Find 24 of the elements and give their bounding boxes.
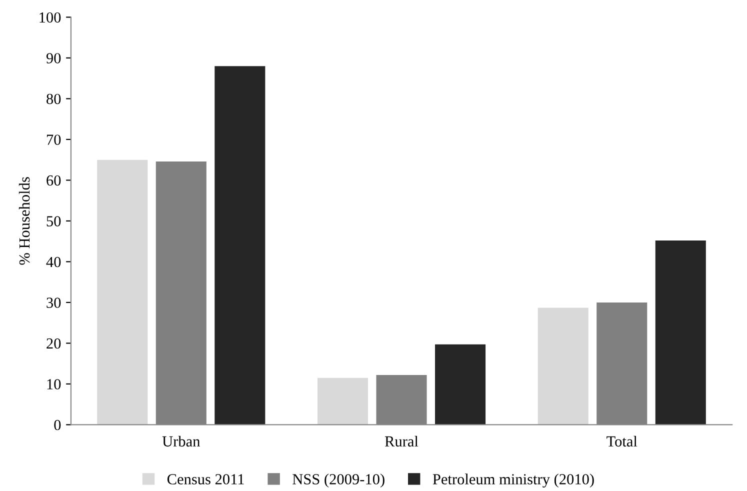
y-tick-label: 90 [46, 53, 61, 64]
legend-label: Petroleum ministry (2010) [432, 474, 594, 488]
y-tick-label: 70 [46, 134, 61, 145]
bar [317, 378, 368, 425]
y-axis-title: % Households [18, 177, 30, 265]
bar [97, 160, 148, 425]
x-tick-label: Rural [384, 436, 418, 447]
bar [655, 240, 706, 425]
legend-label: Census 2011 [167, 474, 244, 484]
y-tick-label: 10 [47, 379, 61, 390]
y-tick-label: 20 [46, 338, 61, 349]
y-tick-label: 40 [46, 256, 61, 268]
y-tick-label: 100 [40, 12, 61, 23]
y-tick-label: 30 [46, 298, 61, 308]
bar [435, 344, 486, 425]
legend-label: NSS (2009-10) [292, 474, 384, 488]
y-tick-label: 80 [46, 94, 61, 104]
y-tick-label: 50 [46, 216, 61, 226]
y-tick-label: 0 [54, 420, 61, 430]
bar [538, 308, 588, 425]
x-tick-label: Urban [162, 436, 200, 447]
y-tick-label: 60 [46, 175, 61, 186]
x-tick-label: Total [606, 436, 638, 447]
bar [214, 66, 266, 425]
